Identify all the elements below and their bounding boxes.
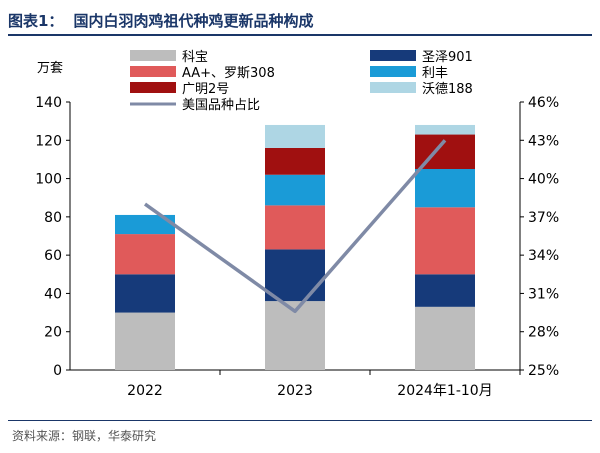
legend-swatch [130, 82, 176, 93]
bar-segment [115, 312, 175, 370]
figure-label: 图表1： [8, 11, 64, 30]
bar-segment [265, 205, 325, 250]
bar-segment [115, 234, 175, 275]
legend-label: 圣泽901 [422, 50, 473, 65]
bar-segment [415, 207, 475, 275]
y-tick-label: 140 [35, 95, 62, 111]
y-tick-label: 40 [44, 286, 62, 302]
legend-label: 广明2号 [182, 82, 229, 97]
x-tick-label: 2024年1-10月 [397, 383, 492, 399]
y-tick-label: 20 [44, 325, 62, 341]
legend-swatch [130, 66, 176, 77]
bar-segment [415, 169, 475, 208]
y2-tick-label: 40% [528, 172, 559, 188]
legend-swatch [370, 66, 416, 77]
y-tick-label: 0 [53, 363, 62, 379]
bar-segment [265, 174, 325, 206]
bar-segment [265, 249, 325, 302]
line-series-us-share [143, 139, 447, 314]
y2-tick-label: 34% [528, 248, 559, 264]
y-tick-label: 60 [44, 248, 62, 264]
legend-label: 美国品种占比 [182, 98, 260, 113]
bar-segment [415, 124, 475, 135]
bar-segment [115, 274, 175, 313]
legend-label: 科宝 [182, 50, 208, 65]
y2-tick-label: 37% [528, 210, 559, 226]
source-note: 资料来源：钢联，华泰研究 [8, 420, 592, 446]
bar-segment [265, 124, 325, 148]
y2-tick-label: 28% [528, 325, 559, 341]
y-tick-label: 80 [44, 210, 62, 226]
y2-tick-label: 31% [528, 286, 559, 302]
y-tick-label: 120 [35, 133, 62, 149]
y2-tick-label: 46% [528, 95, 559, 111]
y2-tick-label: 43% [528, 133, 559, 149]
bar-segment [415, 306, 475, 370]
y2-tick-label: 25% [528, 363, 559, 379]
bar-segment [115, 214, 175, 235]
stacked-bar-line-chart: 0 20 40 60 80 100 120 140 25% 28% 31% 34% 37% 40% 43% 4… [35, 50, 559, 399]
x-tick-label: 2023 [277, 383, 313, 399]
bar-segment [415, 274, 475, 307]
legend-label: AA+、罗斯308 [182, 66, 275, 81]
y-axis-label: 万套 [37, 60, 63, 76]
chart-container: 0 20 40 60 80 100 120 140 25% 28% 31% 34% 37% 40% 43% 4… [0, 40, 600, 420]
bar-segment [265, 147, 325, 175]
figure-title: 国内白羽肉鸡祖代种鸡更新品种构成 [73, 11, 314, 30]
legend-label: 利丰 [422, 66, 448, 81]
figure-title-bar: 图表1： 国内白羽肉鸡祖代种鸡更新品种构成 [8, 6, 592, 36]
x-tick-label: 2022 [127, 383, 163, 399]
y-tick-label: 100 [35, 172, 62, 188]
legend-label: 沃德188 [422, 82, 473, 97]
legend-swatch [370, 82, 416, 93]
legend-swatch [370, 50, 416, 61]
legend-swatch [130, 50, 176, 61]
